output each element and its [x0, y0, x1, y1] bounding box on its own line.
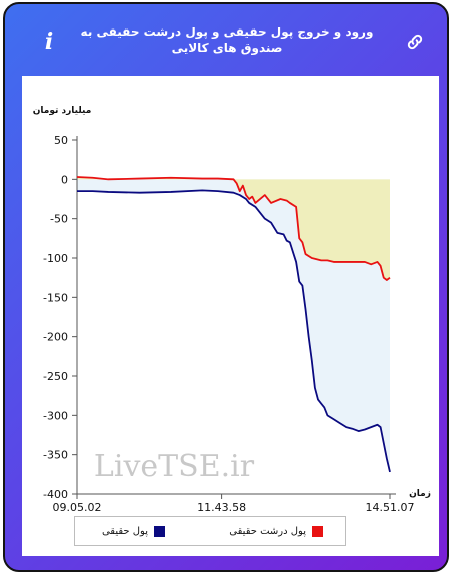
- info-icon[interactable]: i: [44, 29, 54, 55]
- area-large-real-money: [77, 176, 390, 281]
- line-chart: 50 0 -50 -100 -150 -200 -250 -300 -350 -40009.05.…: [33, 106, 431, 514]
- link-icon[interactable]: [405, 32, 425, 52]
- legend-label-large-real-money: پول درشت حقیقی: [229, 526, 306, 537]
- y-tick-label: -350: [43, 449, 68, 462]
- x-tick-label: 09.05.02: [53, 501, 102, 514]
- chart-legend: پول درشت حقیقی پول حقیقی: [74, 516, 346, 546]
- legend-swatch-large-real-money: [312, 525, 323, 537]
- series-line-large-real-money: [76, 176, 391, 281]
- y-axis-title: میلیارد تومان: [33, 106, 92, 116]
- chart-card: 50 0 -50 -100 -150 -200 -250 -300 -350 -400 09.05.…: [22, 76, 439, 556]
- y-tick-label: -50: [50, 213, 68, 226]
- x-tick-label: 11.43.58: [197, 501, 246, 514]
- y-tick-label: -100: [43, 252, 68, 265]
- y-tick-label: 50: [54, 134, 68, 147]
- y-tick-label: 0: [61, 173, 68, 186]
- chart-title: ورود و خروج پول حقیقی و پول درشت حقیقی ب…: [80, 25, 374, 55]
- watermark: LiveTSE.ir: [94, 449, 255, 484]
- y-tick-label: -200: [43, 331, 68, 344]
- y-tick-label: -250: [43, 370, 68, 383]
- y-tick-label: -400: [43, 488, 68, 501]
- y-tick-label: -300: [43, 409, 68, 422]
- widget-frame: ورود و خروج پول حقیقی و پول درشت حقیقی ب…: [3, 2, 449, 572]
- series-line-real-money: [77, 189, 391, 473]
- legend-label-real-money: پول حقیقی: [101, 526, 148, 537]
- legend-item-large-real-money[interactable]: پول درشت حقیقی: [229, 524, 323, 540]
- x-axis-title: زمان: [409, 489, 431, 499]
- legend-swatch-real-money: [154, 525, 165, 537]
- x-tick-label: 14.51.07: [366, 501, 415, 514]
- legend-item-real-money[interactable]: پول حقیقی: [102, 524, 165, 540]
- y-tick-label: -150: [43, 291, 68, 304]
